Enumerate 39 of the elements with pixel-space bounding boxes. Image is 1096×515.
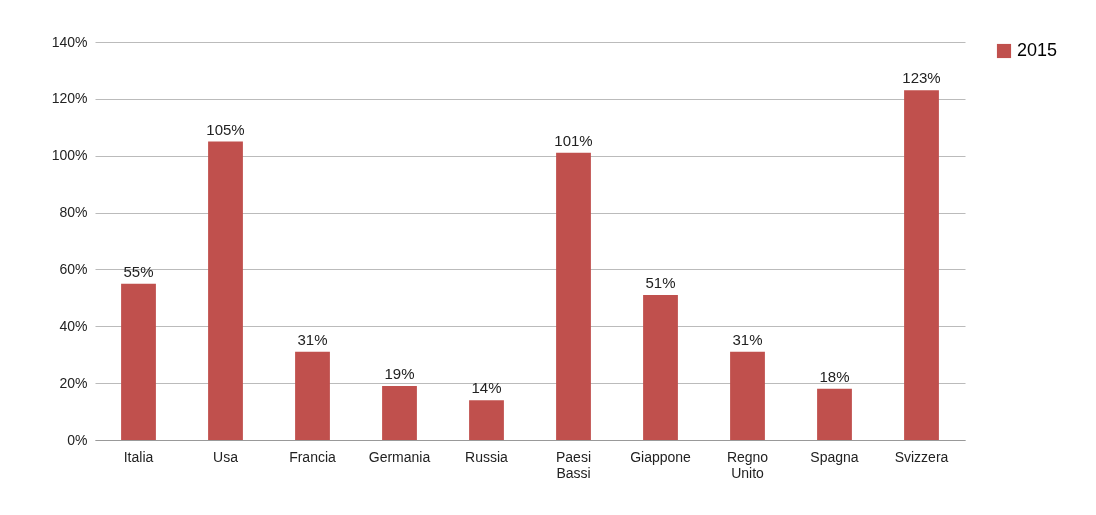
bar bbox=[643, 295, 678, 440]
data-label: 19% bbox=[384, 364, 415, 382]
bar bbox=[730, 351, 765, 440]
y-tick-label: 0% bbox=[67, 431, 88, 448]
y-tick-label: 140% bbox=[51, 33, 88, 50]
data-label: 55% bbox=[123, 262, 154, 280]
data-label: 105% bbox=[206, 120, 245, 138]
x-tick-label: Svizzera bbox=[894, 448, 949, 465]
y-tick-label: 80% bbox=[59, 204, 88, 221]
data-label: 31% bbox=[297, 330, 328, 348]
x-tick-label: Usa bbox=[213, 448, 239, 465]
x-tick-label: Russia bbox=[465, 448, 509, 465]
bar bbox=[904, 90, 939, 440]
data-label: 31% bbox=[732, 330, 763, 348]
x-tick-label: Germania bbox=[368, 448, 431, 465]
y-tick-label: 20% bbox=[59, 374, 88, 391]
bar bbox=[382, 385, 417, 440]
bar bbox=[295, 351, 330, 440]
y-tick-label: 100% bbox=[51, 147, 88, 164]
x-tick-label: Giappone bbox=[630, 448, 692, 465]
x-tick-label: Francia bbox=[289, 448, 337, 465]
legend-label: 2015 bbox=[1017, 40, 1058, 60]
bar bbox=[817, 388, 852, 440]
data-label: 14% bbox=[471, 379, 502, 397]
x-tick-label: Spagna bbox=[810, 448, 859, 465]
data-label: 18% bbox=[819, 367, 850, 385]
bar bbox=[208, 141, 243, 440]
x-tick-label: Paesi Bassi bbox=[555, 448, 592, 481]
bar bbox=[556, 152, 591, 440]
y-tick-label: 40% bbox=[59, 317, 88, 334]
bar bbox=[469, 400, 504, 440]
x-tick-label: Regno Unito bbox=[726, 448, 769, 481]
data-label: 51% bbox=[645, 274, 676, 292]
data-label: 123% bbox=[902, 69, 941, 87]
data-label: 101% bbox=[554, 131, 593, 149]
bar bbox=[121, 283, 156, 440]
x-tick-label: Italia bbox=[123, 448, 154, 465]
y-tick-label: 60% bbox=[59, 260, 88, 277]
y-tick-label: 120% bbox=[51, 90, 88, 107]
